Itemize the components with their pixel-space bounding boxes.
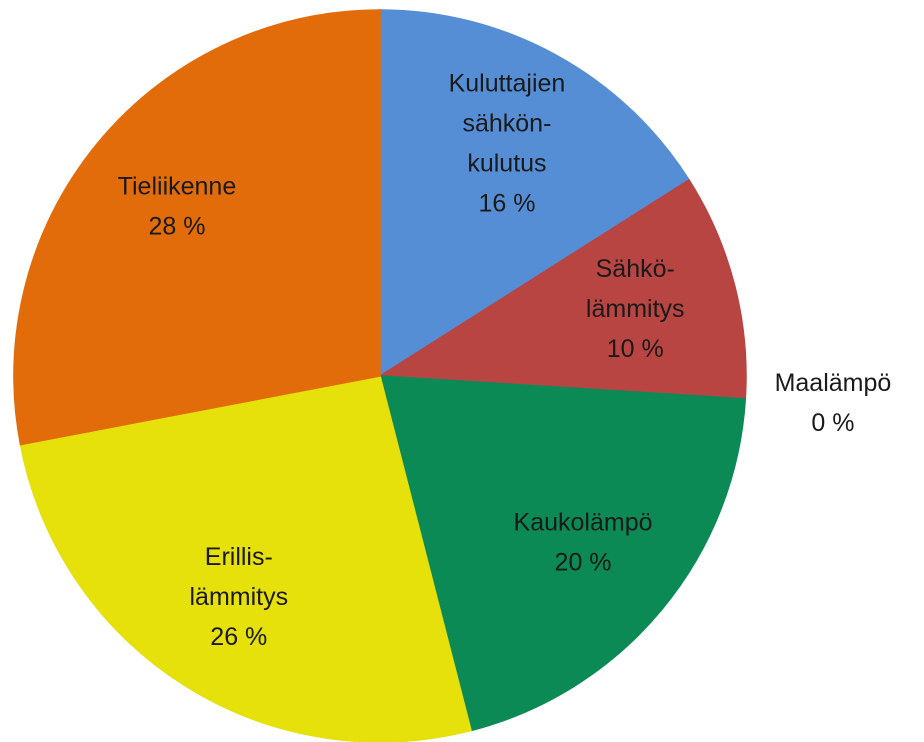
pie-slice bbox=[379, 375, 747, 732]
slice-label: Erillis- bbox=[205, 543, 273, 571]
pie-slice bbox=[13, 9, 381, 446]
slice-label: lämmitys bbox=[586, 295, 685, 323]
pie-slice bbox=[379, 9, 691, 378]
value-label: 10 % bbox=[607, 335, 664, 363]
slice-label: Maalämpö bbox=[775, 369, 892, 397]
slice-label: Tieliikenne bbox=[118, 173, 237, 201]
value-label: 20 % bbox=[555, 549, 612, 577]
slice-label: sähkön- bbox=[462, 110, 551, 138]
slice-label: Kaukolämpö bbox=[514, 509, 653, 537]
pie-slice bbox=[377, 178, 747, 400]
value-label: 16 % bbox=[478, 190, 535, 218]
slice-label: Kuluttajien bbox=[449, 70, 566, 98]
value-label: 28 % bbox=[148, 213, 205, 241]
value-label: 26 % bbox=[210, 623, 267, 651]
slice-label: lämmitys bbox=[189, 583, 288, 611]
value-label: 0 % bbox=[811, 409, 854, 437]
slice-label: kulutus bbox=[467, 150, 546, 178]
slice-label: Sähkö- bbox=[596, 255, 675, 283]
